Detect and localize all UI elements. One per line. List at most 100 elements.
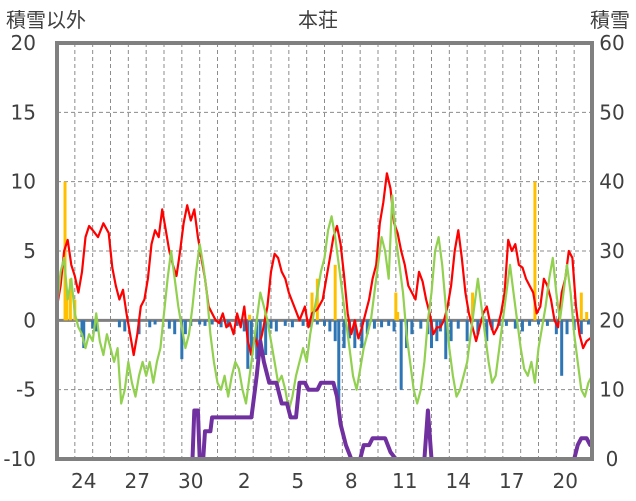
y-left-tick-label: -5 bbox=[16, 378, 36, 402]
series-1-line bbox=[55, 194, 594, 412]
series-3-bar bbox=[183, 320, 187, 335]
series-3-bar bbox=[365, 320, 369, 335]
series-3-bar bbox=[180, 320, 184, 360]
series-3-bar bbox=[210, 320, 214, 325]
chart-title: 本荘 bbox=[298, 8, 338, 32]
series-3-bar bbox=[301, 320, 305, 326]
y-left-tick-label: -10 bbox=[3, 447, 36, 471]
bar-series bbox=[63, 181, 590, 404]
series-4-bar bbox=[394, 292, 398, 321]
series-3-bar bbox=[219, 320, 223, 328]
series-3-bar bbox=[167, 320, 171, 329]
series-3-bar bbox=[399, 320, 403, 390]
series-3-bar bbox=[579, 320, 583, 335]
series-3-bar bbox=[235, 320, 239, 326]
series-3-bar bbox=[485, 320, 489, 342]
series-4-bar bbox=[396, 312, 400, 321]
y-left-tick-label: 0 bbox=[23, 308, 36, 332]
x-tick-label: 30 bbox=[178, 469, 203, 493]
series-4-bar bbox=[585, 312, 589, 321]
series-3-bar bbox=[456, 320, 460, 329]
series-3-bar bbox=[333, 320, 337, 342]
plot-frame bbox=[55, 41, 594, 461]
y-left-tick-label: 20 bbox=[11, 31, 36, 55]
series-3-bar bbox=[290, 320, 294, 328]
series-3-bar bbox=[242, 320, 246, 332]
series-3-bar bbox=[372, 320, 376, 329]
series-3-bar bbox=[419, 320, 423, 329]
series-3-bar bbox=[380, 320, 384, 328]
series-3-bar bbox=[323, 320, 326, 326]
series-3-bar bbox=[269, 320, 273, 329]
series-3-bar bbox=[264, 320, 268, 355]
y-right-tick-label: 30 bbox=[599, 239, 624, 263]
series-3-bar bbox=[560, 320, 564, 376]
series-3-bar bbox=[387, 320, 391, 326]
series-3-bar bbox=[203, 320, 207, 326]
series-3-bar bbox=[490, 320, 494, 331]
series-4-bar bbox=[65, 292, 69, 321]
series-3-bar bbox=[520, 320, 524, 332]
series-3-bar bbox=[476, 320, 480, 335]
series-3-bar bbox=[537, 320, 540, 325]
series-4-bar bbox=[68, 278, 72, 321]
series-3-bar bbox=[435, 320, 439, 342]
series-4-bar bbox=[471, 292, 475, 321]
series-3-bar bbox=[342, 320, 346, 349]
series-3-bar bbox=[91, 320, 95, 329]
series-4-bar bbox=[315, 278, 319, 321]
series-3-bar bbox=[283, 320, 287, 326]
y-right-tick-label: 10 bbox=[599, 378, 624, 402]
x-tick-label: 2 bbox=[238, 469, 251, 493]
series-4-bar bbox=[248, 314, 252, 321]
series-3-bar bbox=[392, 320, 396, 332]
x-tick-label: 5 bbox=[291, 469, 304, 493]
y-right-tick-label: 60 bbox=[599, 31, 624, 55]
x-tick-label: 8 bbox=[345, 469, 358, 493]
y-right-tick-label: 20 bbox=[599, 308, 624, 332]
series-3-bar bbox=[198, 320, 202, 325]
x-tick-label: 11 bbox=[392, 469, 417, 493]
series-4-bar bbox=[533, 181, 537, 321]
x-tick-label: 17 bbox=[499, 469, 524, 493]
series-3-bar bbox=[258, 320, 262, 342]
series-3-bar bbox=[513, 320, 517, 329]
series-3-bar bbox=[504, 320, 508, 326]
series-4-bar bbox=[579, 292, 583, 321]
left-axis-title: 積雪以外 bbox=[6, 8, 86, 32]
series-3-bar bbox=[315, 320, 319, 325]
series-3-bar bbox=[360, 320, 364, 349]
series-4-bar bbox=[333, 264, 337, 321]
x-tick-label: 27 bbox=[125, 469, 150, 493]
y-right-tick-label: 50 bbox=[599, 100, 624, 124]
series-2-line bbox=[55, 339, 594, 461]
y-left-tick-label: 5 bbox=[23, 239, 36, 263]
x-tick-label: 24 bbox=[71, 469, 96, 493]
series-3-bar bbox=[117, 320, 121, 328]
series-3-bar bbox=[337, 320, 341, 404]
series-3-bar bbox=[148, 320, 152, 328]
series-3-bar bbox=[545, 320, 549, 326]
series-3-bar bbox=[328, 320, 332, 332]
series-3-bar bbox=[410, 320, 414, 335]
series-3-bar bbox=[173, 320, 177, 335]
x-tick-label: 20 bbox=[553, 469, 578, 493]
series-3-bar bbox=[80, 320, 84, 337]
series-3-bar bbox=[82, 320, 86, 349]
x-tick-label: 14 bbox=[446, 469, 471, 493]
series-3-bar bbox=[249, 320, 253, 355]
series-3-bar bbox=[554, 320, 558, 335]
series-3-bar bbox=[565, 320, 569, 335]
series-4-bar bbox=[310, 292, 314, 321]
series-3-bar bbox=[430, 320, 433, 349]
series-3-bar bbox=[586, 320, 590, 325]
line-series bbox=[55, 172, 594, 461]
series-3-bar bbox=[94, 320, 98, 332]
y-left-tick-label: 10 bbox=[11, 170, 36, 194]
series-3-bar bbox=[444, 320, 448, 360]
right-axis-title: 積雪 bbox=[590, 8, 630, 32]
series-3-bar bbox=[153, 320, 157, 325]
series-3-bar bbox=[353, 320, 357, 349]
series-3-bar bbox=[465, 320, 469, 342]
